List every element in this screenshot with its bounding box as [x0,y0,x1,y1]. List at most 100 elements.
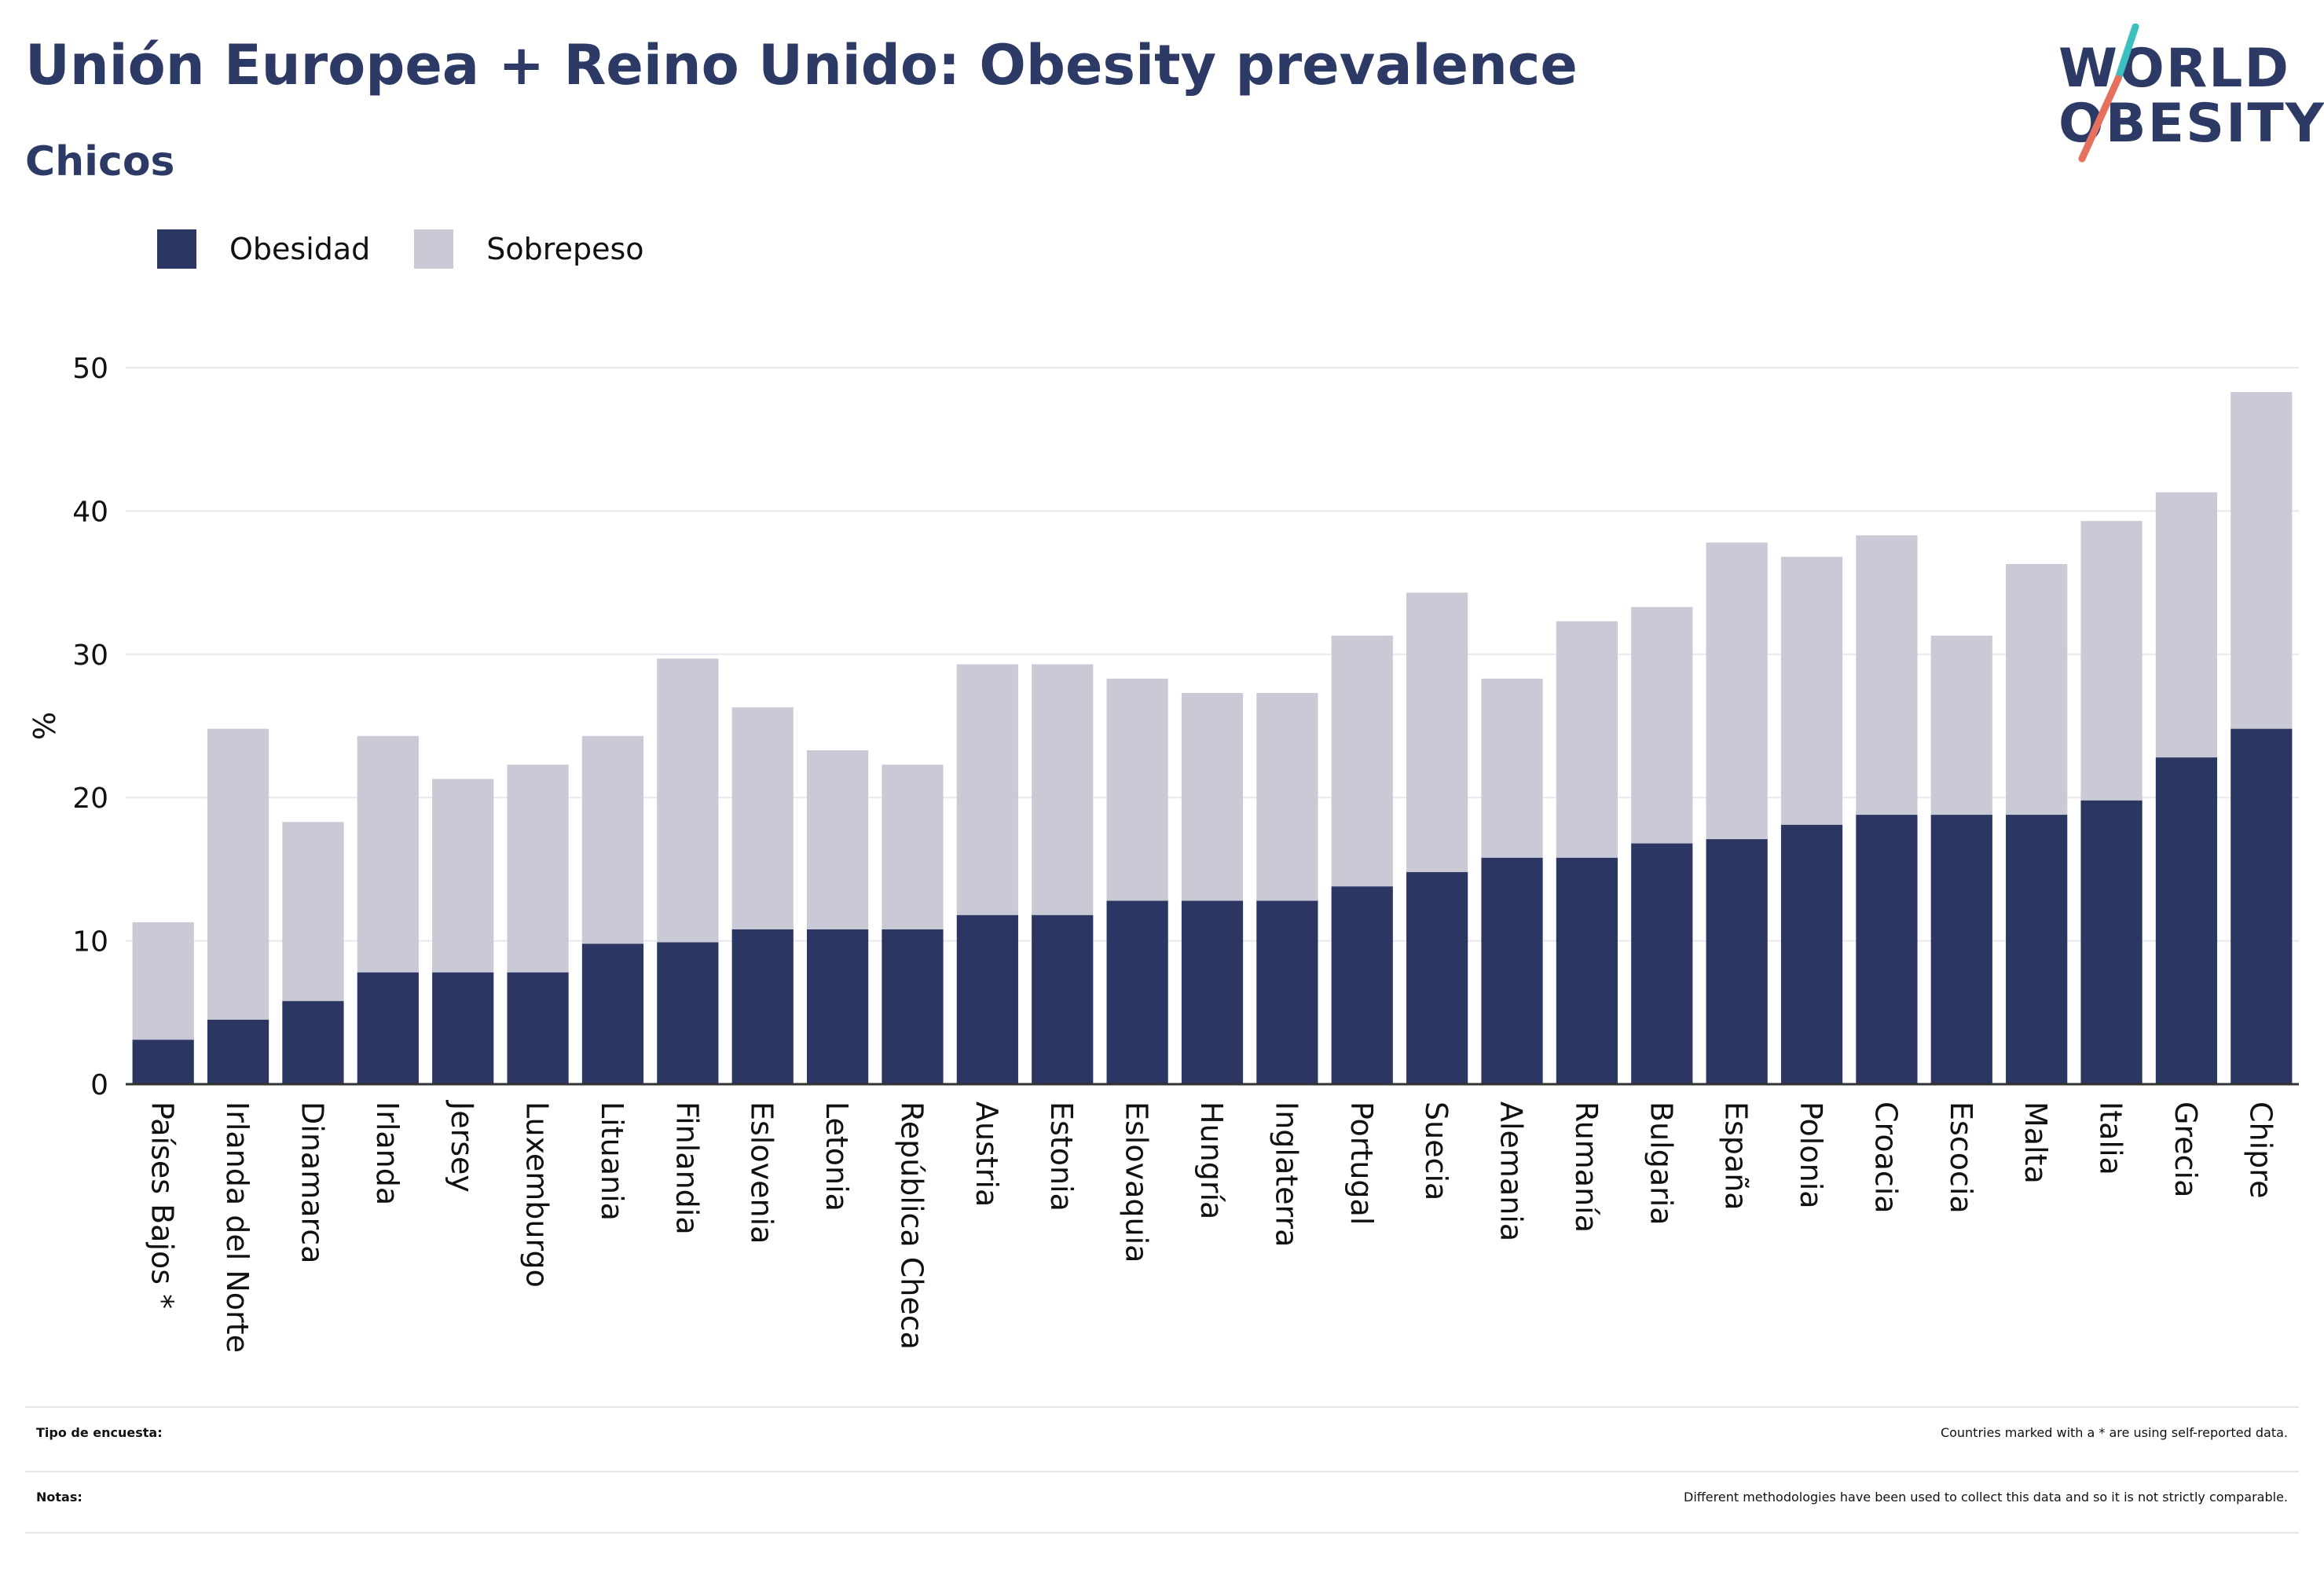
x-tick-label: Alemania [1494,1101,1529,1241]
x-tick-label: Chipre [2243,1101,2278,1198]
bar-obesidad [1930,815,1992,1084]
x-tick-label: Irlanda [370,1101,405,1205]
logo-text-world: WORLD [2058,38,2290,100]
x-tick-label: Inglaterra [1269,1101,1303,1247]
stacked-bar-chart: 0 10 20 30 40 50% Países Bajos * Irlanda del No… [27,353,2299,1353]
x-tick-label: Suecia [1419,1101,1453,1200]
world-obesity-logo: WORLD OBESITY [2051,24,2324,165]
note-survey-type: Tipo de encuesta: Countries marked with … [25,1406,2299,1472]
x-tick-label: República Checa [894,1101,929,1350]
legend-label-obesidad: Obesidad [229,232,371,266]
bar-sobrepeso [1706,542,1768,840]
note-survey-type-key: Tipo de encuesta: [36,1425,163,1440]
bar-sobrepeso [2155,492,2218,758]
bar-sobrepeso [1780,556,1843,825]
bar-sobrepeso [1481,678,1543,858]
legend-item-obesidad: Obesidad [157,229,370,269]
bar-sobrepeso [507,764,569,973]
x-tick-label: Luxemburgo [520,1101,555,1288]
legend-swatch-sobrepeso [414,229,454,269]
chart-title: Unión Europea + Reino Unido: Obesity pre… [25,33,1578,97]
bar-obesidad [282,1001,344,1084]
bar-obesidad [1856,815,1918,1084]
bar-obesidad [132,1039,194,1084]
x-tick-label: Países Bajos * [145,1101,180,1309]
bar-sobrepeso [1032,664,1094,915]
notes-bottom-divider [25,1532,2299,1534]
bar-obesidad [1106,900,1168,1084]
bar-sobrepeso [1856,535,1918,815]
y-tick-label: 40 [72,496,108,528]
bar-sobrepeso [132,922,194,1040]
x-tick-label: Portugal [1344,1101,1379,1225]
bar-obesidad [581,944,644,1084]
x-tick-label: Rumanía [1569,1101,1604,1233]
bar-sobrepeso [657,658,719,943]
x-tick-label: España [1719,1101,1754,1211]
chart-legend: Obesidad Sobrepeso [157,229,688,269]
y-tick-label: 20 [72,783,108,815]
bar-sobrepeso [2006,563,2068,815]
note-methodology: Notas: Different methodologies have been… [25,1471,2299,1537]
bar-obesidad [731,929,794,1084]
bar-sobrepeso [581,735,644,944]
bar-sobrepeso [956,664,1018,915]
bar-obesidad [1780,824,1843,1084]
bar-sobrepeso [2231,392,2293,729]
bar-obesidad [2080,800,2143,1084]
chart-subtitle: Chicos [25,138,175,185]
bar-obesidad [2231,728,2293,1084]
bar-sobrepeso [207,728,269,1020]
x-tick-label: Letonia [819,1101,854,1211]
x-tick-label: Dinamarca [295,1101,329,1263]
legend-swatch-obesidad [157,229,196,269]
bar-obesidad [657,942,719,1084]
bar-sobrepeso [1181,693,1244,901]
note-survey-type-value: Countries marked with a * are using self… [1940,1425,2288,1440]
logo-text-obesity: OBESITY [2058,93,2324,155]
bar-sobrepeso [1331,636,1393,887]
bar-sobrepeso [282,822,344,1002]
bar-sobrepeso [357,735,419,973]
bar-sobrepeso [1556,621,1618,858]
bar-obesidad [956,914,1018,1084]
x-tick-label: Jersey [445,1100,479,1193]
bar-obesidad [207,1019,269,1084]
bar-obesidad [357,972,419,1084]
bar-obesidad [806,929,869,1084]
bar-obesidad [1556,857,1618,1084]
bar-sobrepeso [1930,636,1992,815]
legend-label-sobrepeso: Sobrepeso [486,232,644,266]
bar-obesidad [1706,839,1768,1084]
y-axis-label: % [27,712,62,740]
bar-sobrepeso [432,779,494,973]
y-tick-label: 50 [72,353,108,385]
bar-obesidad [432,972,494,1084]
legend-item-sobrepeso: Sobrepeso [414,229,644,269]
bar-obesidad [882,929,944,1084]
bar-obesidad [507,972,569,1084]
x-tick-label: Estonia [1044,1101,1079,1211]
bar-sobrepeso [1631,607,1693,844]
x-tick-label: Eslovaquia [1120,1101,1154,1263]
bar-obesidad [1181,900,1244,1084]
x-tick-label: Bulgaria [1644,1101,1678,1226]
x-tick-label: Grecia [2168,1101,2203,1197]
bar-obesidad [1631,843,1693,1084]
x-tick-label: Finlandia [669,1101,704,1235]
x-tick-label: Eslovenia [745,1101,779,1244]
x-tick-label: Polonia [1794,1101,1828,1209]
x-tick-label: Hungría [1194,1101,1229,1219]
bar-obesidad [1406,872,1468,1084]
bar-sobrepeso [806,750,869,930]
bar-sobrepeso [882,764,944,930]
x-tick-label: Italia [2094,1101,2128,1175]
bar-sobrepeso [1406,592,1468,873]
x-tick-label: Austria [970,1101,1004,1207]
bar-obesidad [2155,757,2218,1084]
y-tick-label: 30 [72,640,108,672]
bar-obesidad [1331,886,1393,1084]
y-tick-label: 0 [90,1069,108,1101]
bar-obesidad [1032,914,1094,1084]
logo-slash-icon [2078,24,2139,163]
